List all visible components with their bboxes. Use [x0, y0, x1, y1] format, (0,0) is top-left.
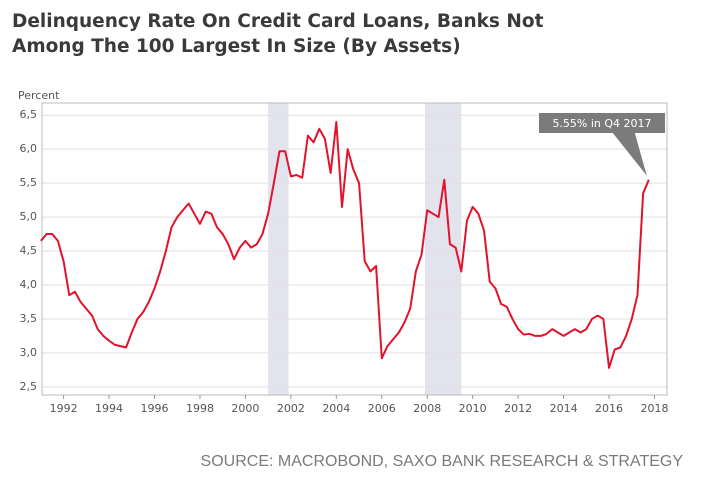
- x-tick-label: 2010: [459, 402, 487, 415]
- chart-title: Among The 100 Largest In Size (By Assets…: [12, 36, 461, 57]
- x-tick-label: 1994: [95, 402, 123, 415]
- x-tick-label: 2002: [277, 402, 305, 415]
- x-tick-label: 2000: [231, 402, 259, 415]
- y-tick-label: 5,5: [20, 176, 38, 189]
- source: SOURCE: MACROBOND, SAXO BANK RESEARCH & …: [201, 453, 684, 470]
- y-tick-label: 6,0: [20, 142, 38, 155]
- x-tick-label: 1996: [141, 402, 169, 415]
- annotation-pointer: [612, 133, 647, 176]
- x-tick-label: 2006: [368, 402, 396, 415]
- x-tick-label: 2008: [413, 402, 441, 415]
- x-tick-label: 2004: [322, 402, 350, 415]
- data-line: [40, 121, 650, 369]
- y-axis-label: Percent: [18, 89, 60, 102]
- annotation: 5.55% in Q4 2017: [552, 117, 651, 130]
- x-tick-label: 2012: [504, 402, 532, 415]
- y-tick-label: 6,5: [20, 108, 38, 121]
- x-tick-label: 2018: [641, 402, 669, 415]
- y-tick-label: 3,5: [20, 312, 38, 325]
- plot-border: [41, 102, 668, 396]
- chart-title: Delinquency Rate On Credit Card Loans, B…: [12, 11, 544, 32]
- recession-band: [268, 103, 289, 395]
- x-tick-label: 1992: [50, 402, 78, 415]
- y-tick-label: 4,5: [20, 244, 38, 257]
- y-tick-label: 4,0: [20, 278, 38, 291]
- y-tick-label: 2,5: [20, 380, 38, 393]
- x-tick-label: 2016: [595, 402, 623, 415]
- x-tick-label: 1998: [186, 402, 214, 415]
- y-tick-label: 5,0: [20, 210, 38, 223]
- x-tick-label: 2014: [550, 402, 578, 415]
- y-tick-label: 3,0: [20, 346, 38, 359]
- annotation-box: [539, 113, 665, 133]
